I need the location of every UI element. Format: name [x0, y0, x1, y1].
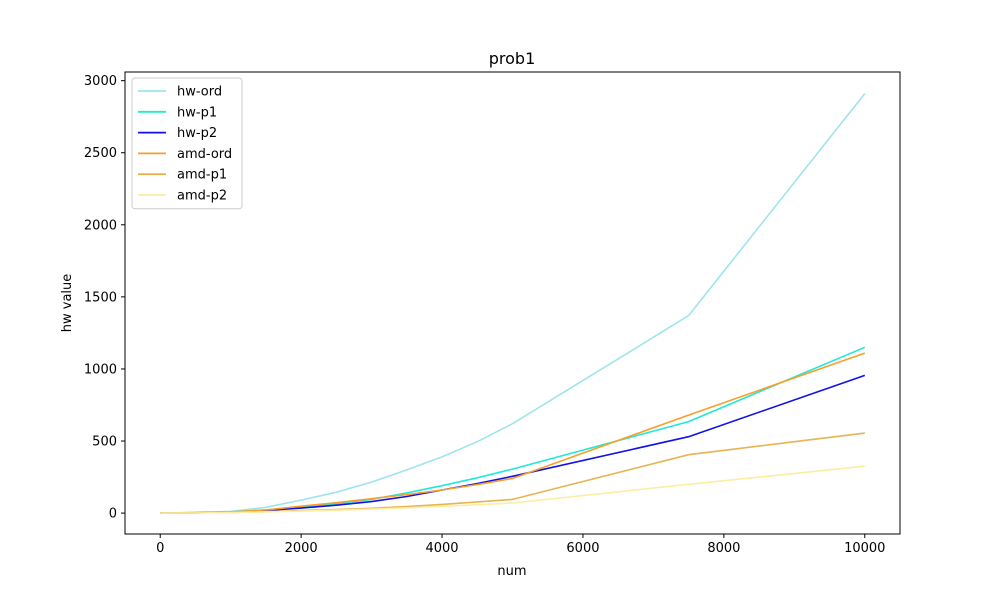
- series-line-amd-p2: [160, 465, 865, 514]
- y-tick-label: 2500: [84, 146, 117, 161]
- legend-label-amd-p1: amd-p1: [177, 168, 227, 183]
- series-lines: [160, 93, 866, 514]
- legend-label-hw-p2: hw-p2: [177, 126, 217, 141]
- legend-label-amd-ord: amd-ord: [177, 147, 232, 162]
- legend-box: [131, 77, 243, 210]
- x-tick-label: 0: [156, 541, 164, 556]
- plot-frame: [124, 71, 901, 535]
- y-tick-label: 1000: [84, 362, 117, 377]
- y-axis-label: hw value: [60, 274, 75, 333]
- y-tick-label: 1500: [84, 290, 117, 305]
- x-tick-label: 2000: [285, 541, 318, 556]
- y-tick-label: 3000: [84, 74, 117, 89]
- x-axis-label: num: [497, 564, 526, 579]
- y-tick-label: 500: [92, 435, 117, 450]
- y-tick-label: 2000: [84, 218, 117, 233]
- y-tick-label: 0: [109, 507, 117, 522]
- legend-label-hw-ord: hw-ord: [177, 85, 222, 100]
- x-axis-ticks: 0 2000 4000 6000 8000 10000: [156, 534, 885, 556]
- legend-label-amd-p2: amd-p2: [177, 189, 227, 204]
- x-tick-label: 6000: [566, 541, 599, 556]
- x-tick-label: 8000: [707, 541, 740, 556]
- chart-title: prob1: [489, 49, 536, 68]
- x-tick-label: 4000: [425, 541, 458, 556]
- y-axis-ticks: 0 500 1000 1500 2000 2500 3000: [84, 74, 125, 522]
- legend: hw-ord hw-p1 hw-p2 amd-ord amd-p1 amd-p2: [131, 77, 243, 210]
- legend-label-hw-p1: hw-p1: [177, 105, 217, 120]
- x-tick-label: 10000: [844, 541, 885, 556]
